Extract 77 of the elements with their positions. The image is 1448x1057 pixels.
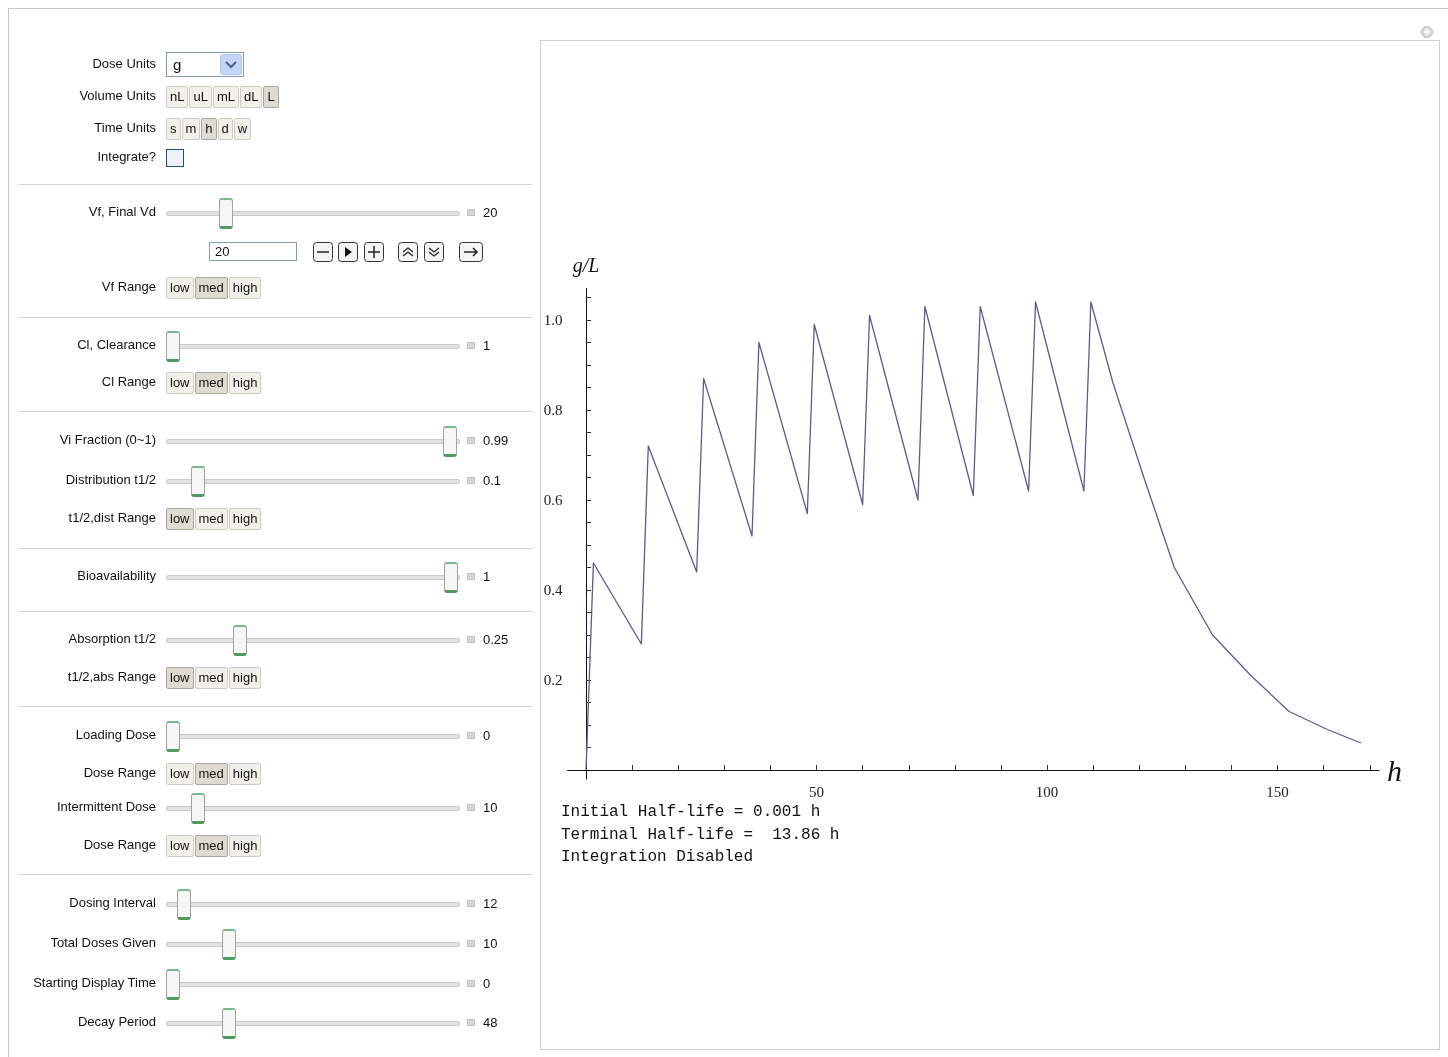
- button: dL: [240, 86, 263, 108]
- text: Intermittent Dose: [56, 799, 156, 814]
- text: Dose Units: [91, 56, 156, 71]
- y-tick-label: 0.6: [543, 492, 564, 508]
- text: Total Doses Given: [49, 935, 156, 950]
- y-tick-label: 1.0: [543, 312, 563, 328]
- button: m: [181, 118, 201, 140]
- button: high: [228, 763, 262, 785]
- text: Absorption t1/2: [67, 631, 156, 646]
- y-tick-label: 0.4: [543, 582, 564, 598]
- y-axis-title: g/L: [572, 253, 600, 277]
- button: low: [166, 667, 194, 689]
- button: nL: [166, 86, 189, 108]
- x-tick-label: 50: [809, 783, 825, 800]
- text: Distribution t1/2: [64, 472, 156, 487]
- text: Volume Units: [78, 88, 156, 103]
- line-series: [585, 301, 1362, 771]
- button: uL: [189, 86, 212, 108]
- button: med: [194, 667, 228, 689]
- text: Vf, Final Vd: [87, 204, 156, 219]
- text: 12: [483, 896, 498, 911]
- text: Integration Disabled: [561, 848, 754, 866]
- button: high: [228, 277, 262, 299]
- text: Cl, Clearance: [76, 337, 156, 352]
- button: w: [233, 118, 252, 140]
- text: Dose Range: [82, 837, 156, 852]
- text: 0.1: [483, 473, 502, 488]
- text: Starting Display Time: [32, 975, 156, 990]
- button: d: [217, 118, 233, 140]
- text: 0.25: [483, 632, 509, 647]
- text: Initial Half-life = 0.001 h: [561, 803, 821, 821]
- button: low: [166, 835, 194, 857]
- text: Dosing Interval: [68, 895, 156, 910]
- button: med: [194, 277, 228, 299]
- text: 10: [483, 936, 498, 951]
- x-tick-label: 150: [1266, 783, 1289, 800]
- text: Decay Period: [76, 1014, 156, 1029]
- text: t1/2,dist Range: [67, 510, 156, 525]
- button: high: [228, 835, 262, 857]
- text: Cl Range: [100, 374, 156, 389]
- text: 48: [483, 1015, 498, 1030]
- button: L: [263, 86, 279, 108]
- button: low: [166, 508, 194, 530]
- button: med: [194, 835, 228, 857]
- text: Vf Range: [100, 279, 156, 294]
- button: med: [194, 763, 228, 785]
- button: med: [194, 508, 228, 530]
- y-tick-label: 0.8: [543, 402, 563, 418]
- text: 0: [483, 728, 491, 743]
- y-tick-label: 0.2: [543, 672, 563, 688]
- button: high: [228, 667, 262, 689]
- text: Dose Range: [82, 765, 156, 780]
- button: med: [194, 372, 228, 394]
- text: 20: [483, 205, 498, 220]
- text: Terminal Half-life = 13.86 h: [561, 825, 840, 844]
- button: low: [166, 372, 194, 394]
- x-axis-title: h: [1387, 753, 1402, 787]
- text: 1: [483, 569, 491, 584]
- button: s: [166, 118, 181, 140]
- text: 1: [483, 338, 491, 353]
- text: Time Units: [93, 120, 156, 135]
- text: Integrate?: [96, 149, 156, 164]
- button: low: [166, 277, 194, 299]
- button: low: [166, 763, 194, 785]
- button: h: [201, 118, 217, 140]
- text: t1/2,abs Range: [66, 669, 156, 684]
- button: high: [228, 372, 262, 394]
- text: 0.99: [483, 433, 509, 448]
- button: mL: [212, 86, 239, 108]
- text: Bioavailability: [76, 568, 156, 583]
- button: high: [228, 508, 262, 530]
- text: 0: [483, 976, 491, 991]
- text: Vi Fraction (0~1): [58, 432, 156, 447]
- input-field: 20: [209, 242, 297, 261]
- text: 10: [483, 800, 498, 815]
- x-tick-label: 100: [1035, 783, 1059, 800]
- text: Loading Dose: [74, 727, 156, 742]
